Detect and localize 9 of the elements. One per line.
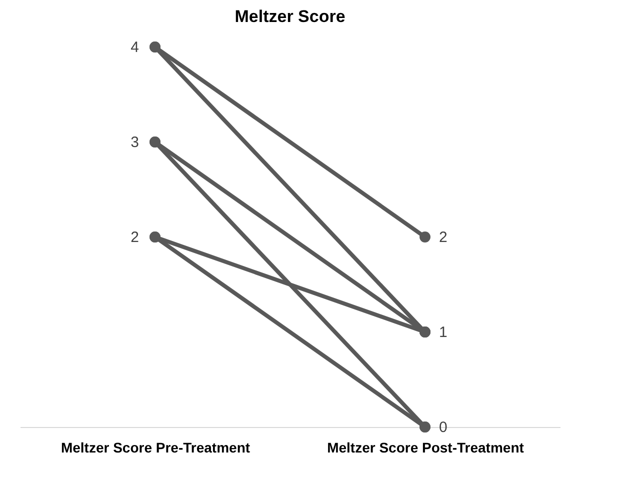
x-tick-label: Meltzer Score Post-Treatment bbox=[327, 440, 524, 456]
x-tick-label: Meltzer Score Pre-Treatment bbox=[60, 440, 250, 456]
data-label: 3 bbox=[130, 134, 139, 151]
data-label: 0 bbox=[439, 419, 448, 436]
data-label: 4 bbox=[130, 39, 139, 56]
chart-title: Meltzer Score bbox=[234, 7, 346, 26]
data-label: 2 bbox=[439, 229, 448, 246]
data-label: 2 bbox=[130, 229, 139, 246]
data-label: 1 bbox=[439, 324, 448, 341]
